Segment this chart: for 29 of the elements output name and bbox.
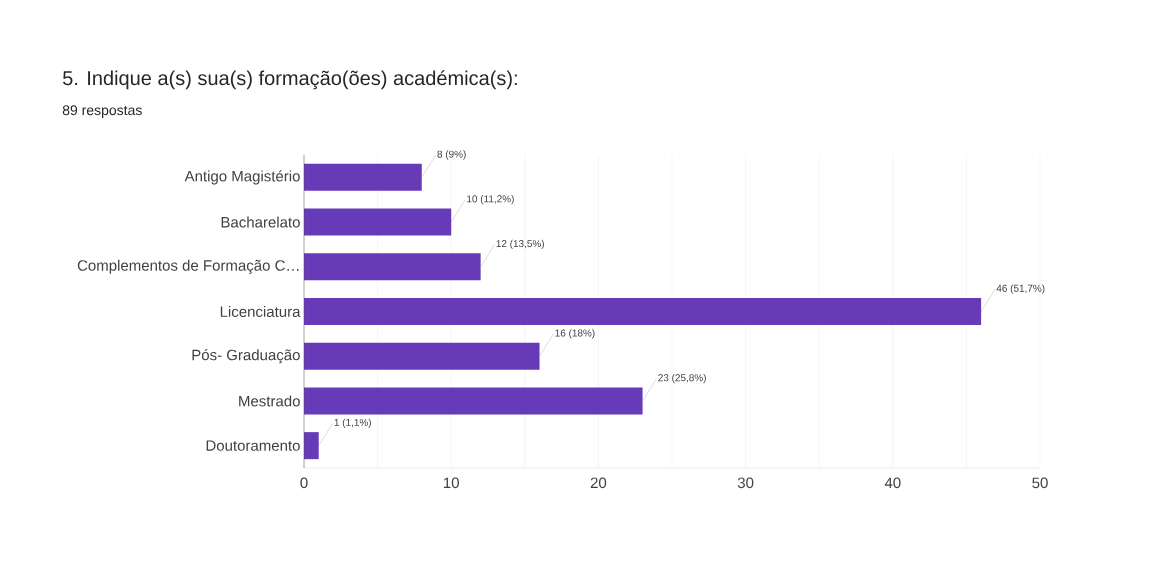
y-tick-label: Pós- Graduação [192,349,300,364]
data-label: 23 (25,8%) [658,373,706,384]
bar [304,298,982,325]
y-tick-label: Doutoramento [206,440,300,451]
x-tick-label: 10 [444,477,459,489]
data-label: 8 (9%) [437,150,466,160]
bar [304,342,540,370]
x-tick-label: 0 [300,477,308,489]
x-tick-label: 30 [737,477,754,489]
bar [304,387,643,415]
chart-title: 5. Indique a(s) sua(s) formação(ões) académica(s): [63,70,517,90]
y-tick-label: Licenciatura [220,305,301,317]
data-label: 10 (11,2%) [467,195,514,205]
bar [304,208,452,236]
bar [304,163,422,191]
bar [304,432,319,460]
y-tick-label: Complementos de Formação C… [77,259,299,274]
data-label: 16 (18%) [555,329,595,339]
y-tick-label: Mestrado [239,395,300,407]
data-label: 12 (13,5%) [496,239,544,250]
data-label: 46 (51,7%) [996,284,1045,294]
y-tick-label: Antigo Magistério [184,170,300,185]
text: 89 respostas [62,105,142,118]
x-tick-label: 20 [590,477,607,489]
x-tick-label: 40 [884,477,901,489]
data-label: 1 (1,1%) [334,418,371,428]
bar [304,253,481,281]
y-tick-label: Bacharelato [221,216,300,228]
x-tick-label: 50 [1032,477,1048,489]
